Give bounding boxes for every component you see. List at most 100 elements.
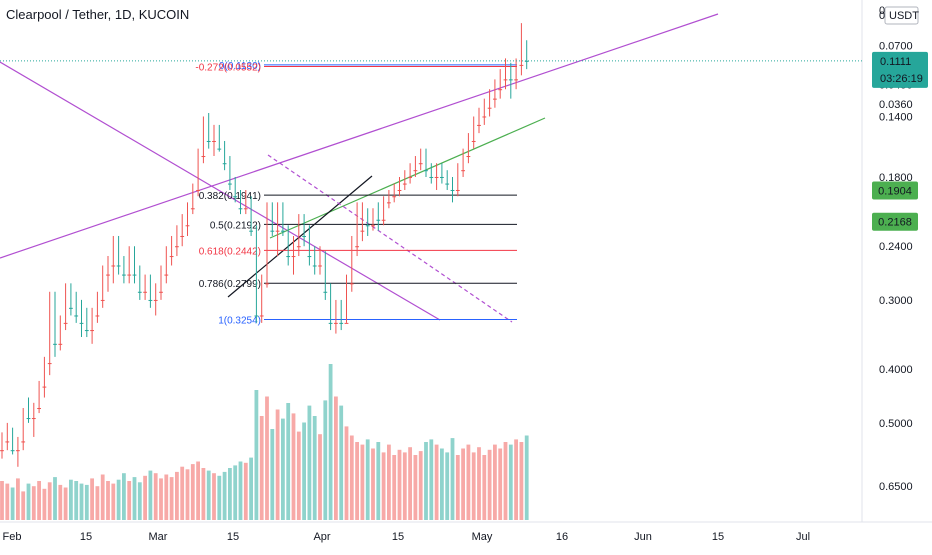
candle-body xyxy=(334,322,338,324)
volume-bar xyxy=(445,452,450,520)
candle-body xyxy=(249,230,253,232)
volume-bar xyxy=(95,486,100,520)
pitchfork-line xyxy=(227,175,373,298)
volume-bar xyxy=(402,452,407,520)
x-tick-label: 15 xyxy=(227,531,239,543)
volume-bar xyxy=(206,470,211,520)
volume-bar xyxy=(482,455,487,520)
candle-body xyxy=(397,189,402,191)
drawing-tools: 1(0.3254) 0.786(0.2799) 0.618(0.2442) 0.5(0… xyxy=(0,13,719,327)
volume-bar xyxy=(63,487,68,520)
volume-bar xyxy=(408,447,412,520)
last-price-label: 0.1111 xyxy=(880,56,911,68)
volume-bar xyxy=(37,481,41,520)
candle-body xyxy=(127,274,132,276)
countdown-label: 03:26:19 xyxy=(880,73,923,85)
volume-bar xyxy=(487,449,492,520)
candle-body xyxy=(243,208,248,210)
volume-bar xyxy=(180,466,185,520)
candle-body xyxy=(116,265,121,267)
x-tick-label: 15 xyxy=(80,531,92,543)
candle-body xyxy=(106,274,110,276)
volume-bar xyxy=(90,478,94,520)
volume-bar xyxy=(339,405,344,520)
candle-body xyxy=(5,441,10,443)
volume-bar xyxy=(503,442,508,520)
candle-body xyxy=(281,230,285,232)
candle-body xyxy=(328,322,333,324)
candle-body xyxy=(122,274,126,276)
candle-body xyxy=(392,196,397,198)
candle-body xyxy=(222,163,227,165)
volume-bar xyxy=(100,474,105,520)
x-tick-label: 15 xyxy=(392,531,404,543)
volume-bar xyxy=(42,488,47,520)
candle-body xyxy=(477,124,481,126)
volume-bar xyxy=(360,444,365,520)
candle-body xyxy=(254,315,259,317)
candle-body xyxy=(148,299,153,301)
currency-label[interactable]: USDT xyxy=(889,10,919,22)
volume-bar xyxy=(397,449,402,520)
candle-body xyxy=(296,246,301,248)
candle-body xyxy=(302,235,306,237)
volume-bar xyxy=(349,435,354,520)
candle-body xyxy=(466,156,471,158)
candle-body xyxy=(344,322,349,324)
candle-body xyxy=(312,265,317,267)
candle-body xyxy=(69,307,73,309)
candle-body xyxy=(455,189,460,191)
volume-bar xyxy=(190,464,195,520)
volume-bar xyxy=(461,448,465,520)
volume-bar xyxy=(201,468,206,520)
candle-body xyxy=(132,274,137,276)
currency-badge[interactable] xyxy=(884,6,919,25)
candle-body xyxy=(31,418,36,420)
candle-body xyxy=(79,322,84,324)
volume-bar xyxy=(132,477,137,520)
candle-body xyxy=(413,170,418,172)
volume-bar xyxy=(148,470,153,520)
volume-bar xyxy=(355,442,359,520)
volume-bar xyxy=(328,364,333,520)
volume-bar xyxy=(233,465,238,520)
candles xyxy=(0,23,529,467)
candle-body xyxy=(212,140,216,142)
candle-body xyxy=(376,219,381,221)
candle-body xyxy=(201,156,206,158)
volume-bar xyxy=(286,403,291,520)
candle-body xyxy=(53,343,57,345)
volume-bar xyxy=(296,431,301,520)
volume-bar xyxy=(381,452,386,520)
descending-trendline xyxy=(0,61,441,321)
volume-bar xyxy=(159,478,163,520)
x-tick-label: Jul xyxy=(796,531,810,543)
volume-bar xyxy=(217,475,222,520)
candle-body xyxy=(206,140,211,142)
fib-level-label: 1(0.3254) xyxy=(218,316,261,327)
volume-bars xyxy=(0,364,529,520)
volume-bar xyxy=(270,429,275,520)
candle-body xyxy=(418,163,423,165)
volume-bar xyxy=(265,396,269,520)
volume-bar xyxy=(243,462,248,520)
candle-body xyxy=(275,230,280,232)
candle-body xyxy=(238,208,243,210)
candle-body xyxy=(0,450,4,452)
candle-body xyxy=(228,183,232,185)
volume-bar xyxy=(254,390,259,520)
volume-bar xyxy=(334,396,338,520)
candle-body xyxy=(424,170,428,172)
candle-body xyxy=(217,148,222,150)
volume-bar xyxy=(376,442,381,520)
volume-bar xyxy=(26,483,31,520)
candle-body xyxy=(493,98,497,100)
volume-bar xyxy=(5,483,10,520)
price-tag xyxy=(872,181,918,200)
volume-bar xyxy=(185,469,190,520)
y-tick-label: 0.0700 xyxy=(879,40,913,52)
volume-bar xyxy=(514,439,518,520)
price-tag xyxy=(872,212,918,231)
